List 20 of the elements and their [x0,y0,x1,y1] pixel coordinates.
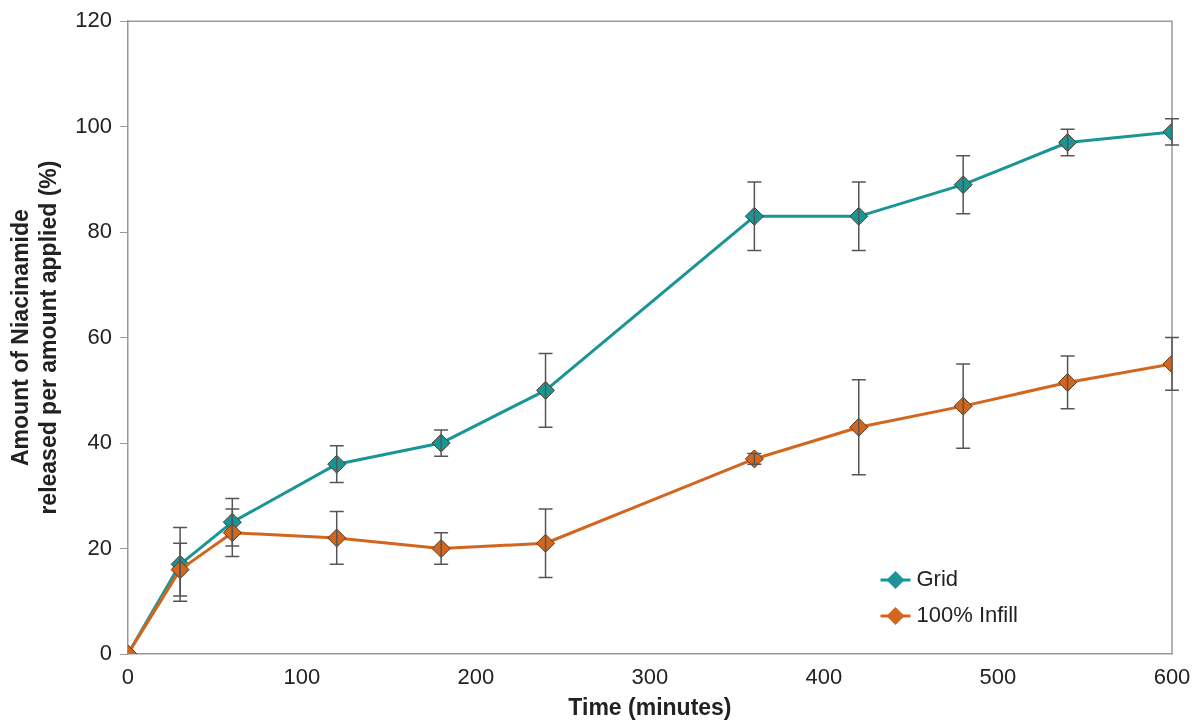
x-tick-label: 500 [979,664,1017,690]
y-tick-label: 60 [87,323,112,349]
legend-label: Grid [916,566,959,592]
x-tick-label: 300 [631,664,669,690]
x-tick-label: 100 [283,664,321,690]
x-tick-label: 0 [121,664,135,690]
legend-label: 100% Infill [916,602,1019,628]
point [222,523,242,543]
y-tick-label: 100 [75,112,112,138]
x-tick-label: 400 [805,664,843,690]
y-tick-label: 20 [87,534,112,560]
y-tick-label: 80 [87,218,112,244]
point [744,206,764,226]
y-tick-label: 120 [75,7,112,33]
y-axis-title: Amount of Niacinamide released per amount applied (%) [7,160,61,515]
y-tick-label: 0 [99,640,112,666]
y-tick-label: 40 [87,429,112,455]
x-tick-label: 200 [457,664,495,690]
x-tick-label: 600 [1153,664,1191,690]
x-axis-title: Time (minutes) [568,693,732,720]
